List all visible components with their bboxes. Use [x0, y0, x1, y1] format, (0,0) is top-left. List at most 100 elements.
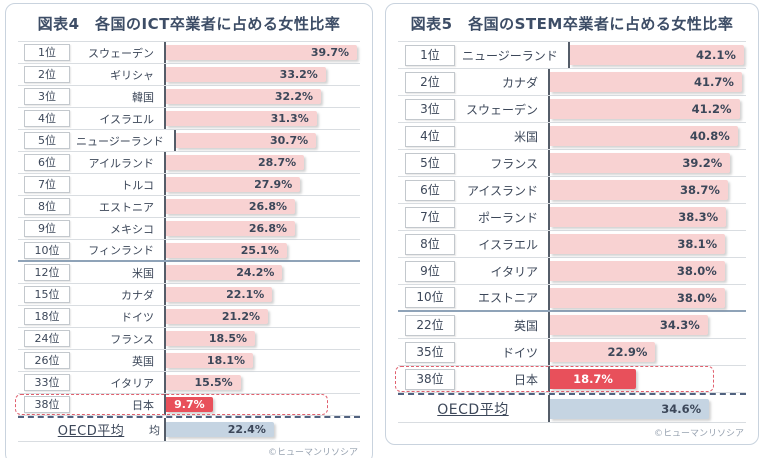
bar-value-label: 31.3%: [270, 112, 309, 125]
rank-badge: 4位: [405, 125, 455, 147]
value-bar: 39.2%: [550, 153, 731, 173]
bar-area: 9.7%: [164, 394, 360, 415]
table-row: 9位 メキシコ 26.8%: [18, 218, 360, 240]
bar-area: 42.1%: [567, 42, 746, 68]
bar-area: 25.1%: [164, 240, 360, 260]
value-bar: 9.7%: [166, 397, 213, 412]
rank-badge: 8位: [405, 233, 455, 255]
rank-badge: 18位: [24, 308, 70, 325]
rank-badge: 5位: [24, 132, 70, 149]
value-bar: 26.8%: [166, 199, 295, 214]
rank-cell: 18位: [18, 308, 76, 325]
country-label: ドイツ: [121, 310, 154, 324]
bar-value-label: 38.0%: [676, 264, 717, 278]
table-row: 2位 ギリシャ 33.2%: [18, 64, 360, 86]
oecd-bar-area: 34.6%: [548, 395, 746, 422]
value-bar: 18.1%: [166, 353, 254, 368]
table-row: 7位 トルコ 27.9%: [18, 174, 360, 196]
value-bar: 32.2%: [166, 89, 321, 104]
bar-area: 39.2%: [548, 150, 746, 176]
country-label: フィンランド: [88, 244, 154, 257]
country-label: 米国: [513, 129, 538, 144]
rank-cell: 6位: [18, 154, 76, 171]
value-bar: 33.2%: [166, 67, 326, 82]
value-bar: 42.1%: [569, 45, 744, 65]
value-bar: 24.2%: [166, 265, 283, 280]
chart-panel-stem: 図表5 各国のSTEM卒業者に占める女性比率 1位 ニュージーランド 42.1% 2位…: [385, 3, 759, 445]
table-row: 7位 ポーランド 38.3%: [398, 204, 746, 231]
bar-value-label: 15.5%: [194, 376, 233, 389]
table-row: 15位 カナダ 22.1%: [18, 284, 360, 306]
country-label: メキシコ: [110, 222, 154, 236]
rank-cell: 6位: [398, 179, 462, 201]
rank-badge: 24位: [24, 330, 70, 347]
rank-badge: 33位: [24, 374, 70, 391]
table-row: 3位 スウェーデン 41.2%: [398, 96, 746, 123]
bar-area: 26.8%: [164, 218, 360, 239]
rank-cell: 22位: [398, 314, 462, 336]
bar-value-label: 40.8%: [689, 129, 730, 143]
bar-area: 18.1%: [164, 350, 360, 371]
rank-cell: 5位: [18, 132, 76, 149]
oecd-average-bar: 34.6%: [550, 398, 710, 419]
bar-area: 39.7%: [164, 42, 360, 63]
rank-cell: 4位: [18, 110, 76, 127]
rank-badge: 12位: [24, 264, 70, 281]
table-row: 3位 韓国 32.2%: [18, 86, 360, 108]
bar-area: 41.7%: [548, 69, 746, 95]
table-row: 9位 イタリア 38.0%: [398, 258, 746, 285]
bar-area: 28.7%: [164, 152, 360, 173]
table-row: 10位 フィンランド 25.1%: [18, 240, 360, 262]
country-label: スウェーデン: [465, 102, 538, 117]
bar-value-label: 18.5%: [208, 332, 248, 345]
rank-cell: 38位: [398, 368, 462, 390]
rank-cell: 15位: [18, 286, 76, 303]
rank-badge: 6位: [405, 179, 455, 201]
value-bar: 22.9%: [550, 342, 656, 362]
country-label: 韓国: [132, 90, 154, 104]
bar-area: 15.5%: [164, 372, 360, 393]
value-bar: 39.7%: [166, 45, 358, 60]
rank-badge: 3位: [405, 98, 455, 120]
country-label: フランス: [110, 332, 154, 346]
bar-area: 38.3%: [548, 204, 746, 230]
value-bar: 38.1%: [550, 234, 726, 254]
bar-area: 18.5%: [164, 328, 360, 349]
bar-value-label: 18.1%: [206, 354, 246, 367]
table-row: 1位 ニュージーランド 42.1%: [398, 42, 746, 69]
bar-value-label: 25.1%: [240, 243, 279, 257]
country-label: アイスランド: [466, 183, 538, 198]
table-row: 26位 英国 18.1%: [18, 350, 360, 372]
bar-value-label: 24.2%: [236, 266, 275, 279]
country-label: スウェーデン: [88, 46, 154, 60]
rank-cell: 7位: [398, 206, 462, 228]
bar-area: 22.9%: [548, 339, 746, 365]
bar-area: 27.9%: [164, 174, 360, 195]
table-row: 33位 イタリア 15.5%: [18, 372, 360, 394]
bar-area: 38.1%: [548, 231, 746, 257]
bar-value-label: 22.1%: [226, 288, 265, 301]
value-bar: 38.0%: [550, 287, 725, 308]
country-label: イスラエル: [478, 237, 538, 252]
country-label: 日本: [132, 398, 154, 412]
oecd-average-bar: 22.4%: [166, 422, 274, 437]
bar-value-label: 41.7%: [693, 75, 734, 89]
rank-cell: 24位: [18, 330, 76, 347]
rank-badge: 9位: [405, 260, 455, 282]
country-label: アイルランド: [88, 156, 154, 170]
bar-area: 21.2%: [164, 306, 360, 327]
rank-badge: 35位: [405, 341, 455, 363]
country-label: ニュージーランド: [76, 134, 164, 148]
oecd-bar-area: 22.4%: [164, 418, 360, 441]
rank-cell: 2位: [398, 71, 462, 93]
table-row: 1位 スウェーデン 39.7%: [18, 42, 360, 64]
country-label: 英国: [513, 318, 538, 333]
bar-value-label: 33.2%: [279, 68, 318, 81]
rank-cell: 9位: [18, 220, 76, 237]
rank-cell: 38位: [18, 396, 76, 413]
bar-value-label: 41.2%: [691, 102, 732, 116]
value-bar: 38.3%: [550, 207, 727, 227]
rank-cell: 8位: [18, 198, 76, 215]
rank-cell: 3位: [18, 88, 76, 105]
table-row: 35位 ドイツ 22.9%: [398, 339, 746, 366]
